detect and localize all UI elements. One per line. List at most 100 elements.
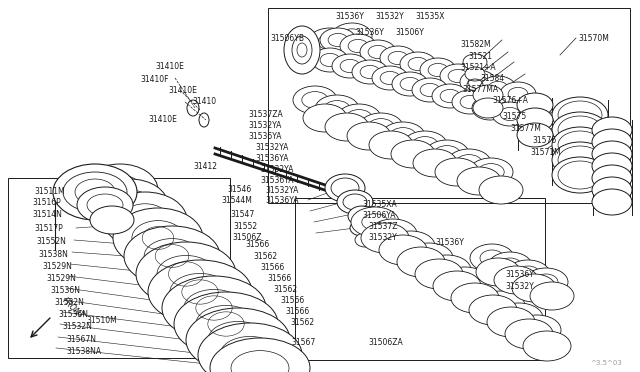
Ellipse shape xyxy=(400,52,436,76)
Ellipse shape xyxy=(174,292,278,356)
Ellipse shape xyxy=(552,97,608,133)
Ellipse shape xyxy=(415,259,463,289)
Text: 31567N: 31567N xyxy=(66,335,96,344)
Text: 31577MA: 31577MA xyxy=(462,85,498,94)
Ellipse shape xyxy=(124,226,220,286)
Ellipse shape xyxy=(413,149,457,177)
Ellipse shape xyxy=(469,158,513,186)
Ellipse shape xyxy=(552,112,608,148)
Text: 31536Y: 31536Y xyxy=(355,28,384,37)
Ellipse shape xyxy=(387,231,435,261)
Ellipse shape xyxy=(315,95,359,123)
Text: 31506YA: 31506YA xyxy=(362,211,396,220)
Ellipse shape xyxy=(332,54,368,78)
Text: 31532YA: 31532YA xyxy=(248,121,282,130)
Ellipse shape xyxy=(352,60,388,84)
Text: 31546: 31546 xyxy=(228,185,252,194)
Ellipse shape xyxy=(380,46,416,70)
Ellipse shape xyxy=(477,291,525,321)
Text: 31535X: 31535X xyxy=(415,12,445,21)
Ellipse shape xyxy=(473,85,503,105)
Ellipse shape xyxy=(379,235,427,265)
Ellipse shape xyxy=(592,129,632,155)
Ellipse shape xyxy=(552,127,608,163)
Ellipse shape xyxy=(284,26,320,74)
Ellipse shape xyxy=(500,82,536,106)
Ellipse shape xyxy=(90,206,134,234)
Ellipse shape xyxy=(479,176,523,204)
Text: 31506Y: 31506Y xyxy=(395,28,424,37)
Text: 31514N: 31514N xyxy=(32,210,62,219)
Text: 31410E: 31410E xyxy=(148,115,177,124)
Text: ^3.5^03: ^3.5^03 xyxy=(590,360,622,366)
Ellipse shape xyxy=(392,72,428,96)
Ellipse shape xyxy=(53,164,137,220)
Ellipse shape xyxy=(332,23,372,49)
Ellipse shape xyxy=(459,279,507,309)
Ellipse shape xyxy=(470,244,514,272)
Ellipse shape xyxy=(469,295,517,325)
Ellipse shape xyxy=(488,252,532,280)
Text: 31536Y: 31536Y xyxy=(335,12,364,21)
Text: 31536YA: 31536YA xyxy=(255,154,289,163)
Text: 31537Z: 31537Z xyxy=(368,222,397,231)
Text: 31529N: 31529N xyxy=(42,262,72,271)
Text: 31535XA: 31535XA xyxy=(362,200,397,209)
Ellipse shape xyxy=(473,98,503,118)
Ellipse shape xyxy=(506,260,550,288)
Text: 31521: 31521 xyxy=(468,52,492,61)
Bar xyxy=(295,198,545,360)
Ellipse shape xyxy=(524,268,568,296)
Text: 31547: 31547 xyxy=(231,210,255,219)
Ellipse shape xyxy=(472,96,508,120)
Ellipse shape xyxy=(348,206,376,226)
Ellipse shape xyxy=(369,219,417,249)
Ellipse shape xyxy=(397,247,445,277)
Ellipse shape xyxy=(457,167,501,195)
Ellipse shape xyxy=(495,303,543,333)
Text: 31567: 31567 xyxy=(292,338,316,347)
Text: 31566: 31566 xyxy=(260,263,285,272)
Text: 31562: 31562 xyxy=(274,285,298,294)
Text: 31506ZA: 31506ZA xyxy=(368,338,403,347)
Text: 31517P: 31517P xyxy=(34,224,63,233)
Ellipse shape xyxy=(350,220,374,236)
Text: 31410E: 31410E xyxy=(155,62,184,71)
Ellipse shape xyxy=(210,338,310,372)
Bar xyxy=(8,178,230,358)
Text: 31532Y: 31532Y xyxy=(368,233,397,242)
Ellipse shape xyxy=(136,242,236,306)
Ellipse shape xyxy=(320,28,356,52)
Ellipse shape xyxy=(592,189,632,215)
Ellipse shape xyxy=(337,190,373,214)
Ellipse shape xyxy=(480,76,516,100)
Ellipse shape xyxy=(463,54,487,70)
Ellipse shape xyxy=(432,84,468,108)
Ellipse shape xyxy=(517,123,553,147)
Text: 31410F: 31410F xyxy=(140,75,168,84)
Text: 31511M: 31511M xyxy=(34,187,65,196)
Ellipse shape xyxy=(360,40,396,64)
Bar xyxy=(268,8,630,203)
Ellipse shape xyxy=(592,165,632,191)
Text: 31532YA: 31532YA xyxy=(265,186,298,195)
Text: 31571M: 31571M xyxy=(530,148,561,157)
Ellipse shape xyxy=(460,70,496,94)
Ellipse shape xyxy=(492,102,528,126)
Text: 31566: 31566 xyxy=(246,240,270,249)
Ellipse shape xyxy=(198,323,302,372)
Ellipse shape xyxy=(347,122,391,150)
Ellipse shape xyxy=(552,157,608,193)
Ellipse shape xyxy=(186,308,290,372)
Ellipse shape xyxy=(325,113,369,141)
Ellipse shape xyxy=(513,315,561,345)
Text: 31582M: 31582M xyxy=(460,40,491,49)
Text: 31566: 31566 xyxy=(281,296,305,305)
Text: FRONT: FRONT xyxy=(60,296,84,320)
Ellipse shape xyxy=(403,131,447,159)
Text: 31532YA: 31532YA xyxy=(255,143,289,152)
Ellipse shape xyxy=(412,78,448,102)
Ellipse shape xyxy=(92,179,168,231)
Ellipse shape xyxy=(440,64,476,88)
Text: 31570M: 31570M xyxy=(578,34,609,43)
